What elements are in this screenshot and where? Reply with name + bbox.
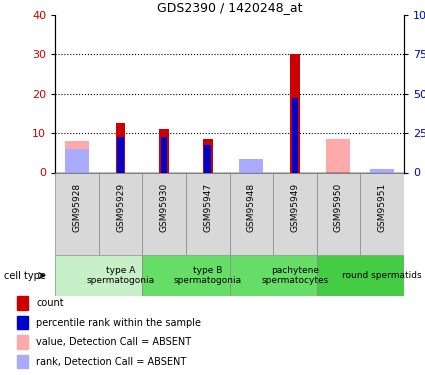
Bar [230, 172, 273, 255]
Bar [65, 141, 89, 172]
Text: GSM95948: GSM95948 [247, 182, 256, 231]
Bar [317, 255, 404, 296]
Text: percentile rank within the sample: percentile rank within the sample [36, 318, 201, 327]
Bar [17, 335, 28, 349]
Text: rank, Detection Call = ABSENT: rank, Detection Call = ABSENT [36, 357, 187, 366]
Bar [117, 137, 124, 172]
Text: GSM95947: GSM95947 [203, 182, 212, 231]
Text: value, Detection Call = ABSENT: value, Detection Call = ABSENT [36, 337, 191, 347]
Bar [239, 159, 263, 172]
Bar [292, 98, 298, 172]
Bar [17, 296, 28, 310]
Bar [370, 169, 394, 172]
Bar [142, 255, 230, 296]
Text: type A
spermatogonia: type A spermatogonia [87, 266, 155, 285]
Bar [317, 172, 360, 255]
Bar [116, 123, 125, 172]
Bar [290, 54, 300, 173]
Text: round spermatids: round spermatids [342, 271, 422, 280]
Bar [17, 355, 28, 368]
Bar [230, 255, 317, 296]
Bar [161, 137, 167, 172]
Text: GSM95951: GSM95951 [377, 182, 386, 232]
Text: GSM95930: GSM95930 [160, 182, 169, 232]
Bar [273, 172, 317, 255]
Text: pachytene
spermatocytes: pachytene spermatocytes [261, 266, 329, 285]
Text: count: count [36, 298, 64, 308]
Text: GSM95929: GSM95929 [116, 182, 125, 231]
Bar [239, 165, 263, 172]
Bar [203, 139, 212, 172]
Text: GSM95928: GSM95928 [73, 182, 82, 231]
Bar [186, 172, 230, 255]
Bar [159, 129, 169, 173]
Bar [65, 149, 89, 172]
Bar [99, 172, 142, 255]
Bar [326, 139, 350, 172]
Bar [142, 172, 186, 255]
Text: cell type: cell type [4, 271, 46, 280]
Title: GDS2390 / 1420248_at: GDS2390 / 1420248_at [157, 1, 302, 14]
Text: type B
spermatogonia: type B spermatogonia [174, 266, 242, 285]
Text: GSM95949: GSM95949 [290, 182, 299, 231]
Text: GSM95950: GSM95950 [334, 182, 343, 232]
Bar [204, 145, 211, 172]
Bar [360, 172, 404, 255]
Bar [55, 172, 99, 255]
Bar [55, 255, 142, 296]
Bar [17, 316, 28, 329]
